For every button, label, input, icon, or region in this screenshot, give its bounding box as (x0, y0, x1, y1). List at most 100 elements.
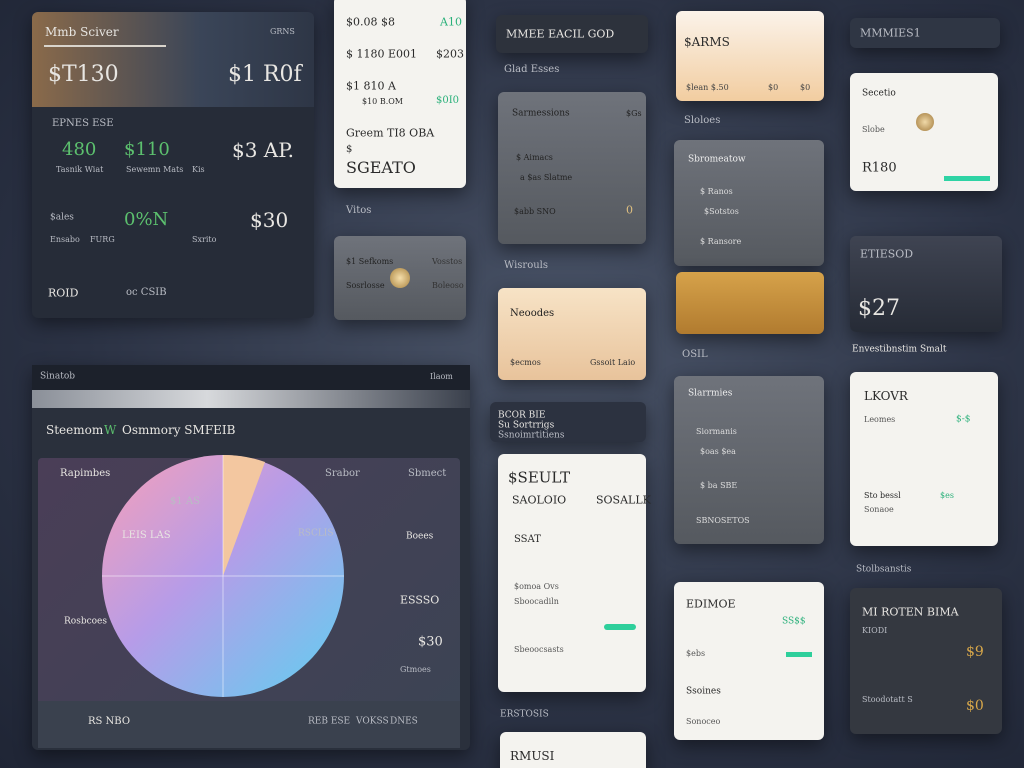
label: MI ROTEN BIMA (862, 605, 959, 619)
label: Sxrito (192, 235, 217, 244)
label: ERSTOSIS (500, 709, 549, 720)
label: R180 (862, 160, 897, 176)
white-card (674, 582, 824, 740)
label: $0 (800, 83, 811, 92)
label: $ARMS (684, 35, 730, 49)
header-pill[interactable] (850, 18, 1000, 48)
label: Ssnoimrtitiens (498, 430, 565, 441)
label: SSAT (514, 534, 541, 545)
label: $0.08 $8 (346, 15, 395, 29)
label: W (104, 423, 117, 437)
label: $9 (966, 644, 984, 660)
label: Boleoso (432, 281, 464, 290)
label: Stoodotatt S (862, 695, 913, 704)
label: $203 (436, 47, 464, 61)
label: Boees (406, 531, 434, 542)
label: BCOR BIE (498, 410, 546, 421)
gold-card (676, 272, 824, 334)
label: Sbmect (408, 468, 447, 479)
label: Su Sortrrigs (498, 420, 555, 431)
label: $abb SNO (514, 207, 556, 216)
label: Rapimbes (60, 468, 111, 479)
grey-card (674, 376, 824, 544)
label: Steemom (46, 423, 104, 437)
label: $Sotstos (704, 207, 739, 216)
label: $ Ransore (700, 237, 742, 246)
white-card (498, 454, 646, 692)
label: $lean $.50 (686, 83, 729, 92)
label: $0 (966, 698, 984, 714)
label: LKOVR (864, 389, 908, 403)
label: $omoa Ovs (514, 582, 559, 591)
white-card (500, 732, 646, 768)
label: Vitos (346, 205, 372, 216)
label: Rosbcoes (64, 616, 107, 627)
label: SOSALLK (596, 493, 651, 507)
label: a $as Slatme (520, 173, 573, 182)
label: Greem TI8 OBA (346, 126, 435, 140)
grey-card (498, 92, 646, 244)
label: Glad Esses (504, 64, 560, 75)
label: SS$$ (782, 616, 806, 627)
pie (102, 454, 344, 697)
label: $SEULT (508, 468, 571, 487)
beige-card (498, 288, 646, 380)
label: Secetio (862, 88, 896, 99)
beige-card (676, 11, 824, 101)
divider (44, 45, 166, 47)
label: Osmmory SMFEIB (122, 423, 236, 437)
label: Kis (192, 165, 205, 174)
white-card (850, 372, 998, 546)
label: $110 (124, 139, 170, 160)
label: Sboocadiln (514, 597, 559, 606)
label: Envestibnstim Smalt (852, 344, 947, 355)
label: Srabor (325, 468, 360, 479)
label: $Gs (626, 109, 642, 118)
header-button[interactable] (496, 15, 648, 53)
label: LEIS LAS (122, 530, 171, 541)
label: RMUSI (510, 749, 555, 763)
label: REB ESE (308, 716, 351, 727)
dark-card (850, 236, 1002, 332)
label: RS NBO (88, 716, 131, 727)
label: $10 B.OM (362, 97, 403, 106)
label: Sbeoocsasts (514, 645, 564, 654)
label: Gtmoes (400, 665, 431, 674)
label: $ebs (686, 649, 706, 658)
label: Sto bessl (864, 491, 901, 500)
label: $1 R0f (228, 62, 302, 87)
label: Ilaom (430, 372, 453, 381)
label: Ensabo (50, 235, 80, 244)
label: $1 810 A (346, 79, 396, 93)
label: $T130 (48, 62, 119, 87)
label: Sonaoe (864, 505, 894, 514)
label: RSCLIS (298, 528, 334, 539)
label: Slarrmies (688, 388, 733, 399)
label: Sarmessions (512, 108, 570, 119)
label: $3 AP. (232, 138, 295, 162)
label: A10 (440, 15, 462, 29)
label: $27 (858, 296, 900, 321)
label: $oas $ea (700, 447, 736, 456)
label: Slobe (862, 125, 885, 134)
label: $ales (50, 212, 74, 223)
progress-bar (604, 624, 636, 630)
label: 480 (62, 139, 97, 160)
grey-card (674, 140, 824, 266)
label: GRNS (270, 27, 295, 36)
coin-icon (390, 268, 410, 288)
label: SGEATO (346, 158, 416, 177)
label: EDIMOE (686, 597, 736, 611)
label-card (490, 402, 646, 442)
label: MMMIES1 (860, 26, 921, 40)
chart-footer (38, 701, 460, 748)
label: ETIESOD (860, 247, 914, 261)
label: Stolbsanstis (856, 564, 912, 575)
summary-card (32, 12, 314, 318)
label: FURG (90, 235, 115, 244)
label: ESSSO (400, 593, 440, 607)
label: Mmb Sciver (45, 25, 119, 39)
progress-bar (786, 652, 812, 657)
label: $30 (418, 634, 443, 650)
label: Tasnik Wiat (56, 165, 104, 174)
